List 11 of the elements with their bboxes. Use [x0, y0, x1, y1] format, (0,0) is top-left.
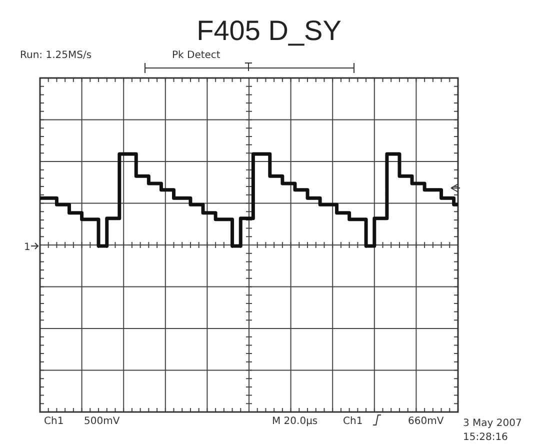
text: M 20.0µs [272, 416, 318, 427]
text: 15:28:16 [463, 432, 508, 443]
chart-title: F405 D_SY [196, 15, 342, 46]
text: Ch1 [44, 416, 64, 427]
text: Ch1 [343, 416, 363, 427]
text: 1 [24, 242, 30, 253]
text: Pk Detect [172, 50, 220, 61]
text: 660mV [408, 416, 444, 427]
text: Run: 1.25MS/s [20, 50, 92, 61]
text: 3 May 2007 [463, 418, 522, 429]
text: 500mV [84, 416, 120, 427]
